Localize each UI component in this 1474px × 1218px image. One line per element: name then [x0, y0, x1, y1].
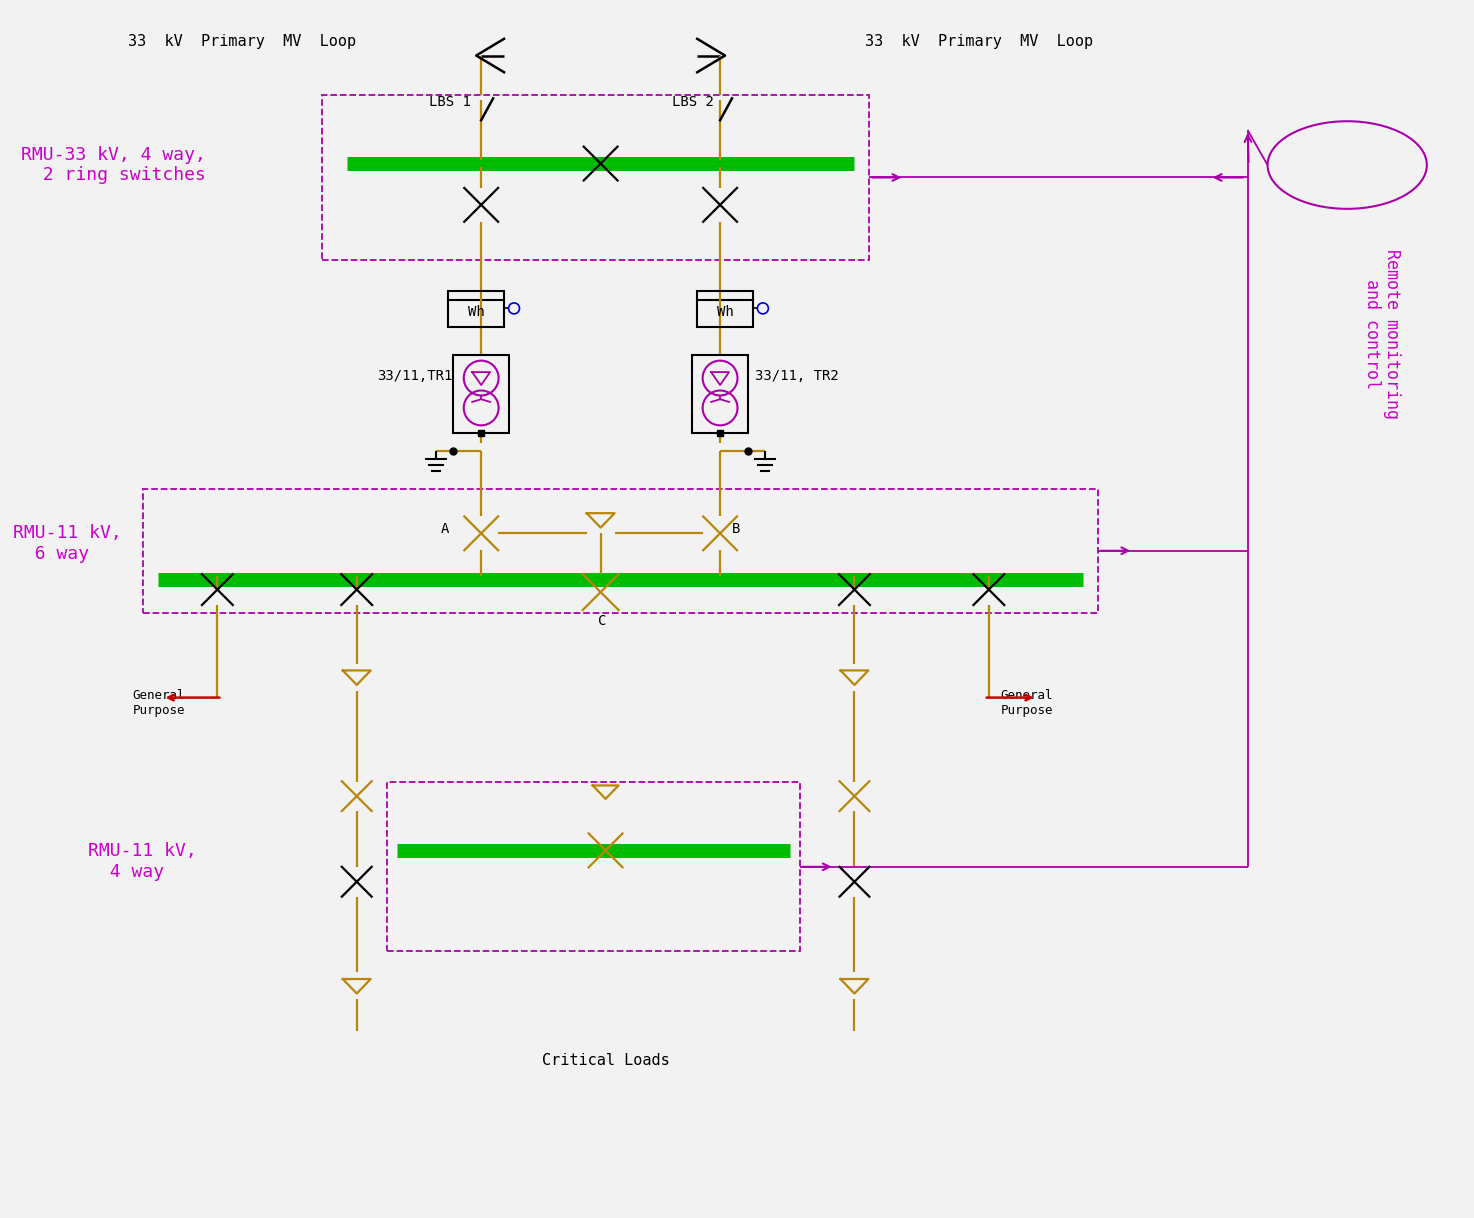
Text: A: A: [441, 523, 450, 536]
Text: Wh: Wh: [716, 306, 734, 319]
Bar: [454, 356, 509, 432]
Text: C: C: [598, 614, 607, 628]
Bar: [697, 291, 753, 328]
Text: Remote monitoring
and control: Remote monitoring and control: [1362, 250, 1402, 419]
Text: B: B: [733, 523, 740, 536]
Text: General
Purpose: General Purpose: [1001, 688, 1054, 716]
Ellipse shape: [1268, 122, 1427, 208]
Text: 33  kV  Primary  MV  Loop: 33 kV Primary MV Loop: [128, 34, 357, 49]
Text: Central
Control: Central Control: [1321, 151, 1374, 179]
Text: 33/11, TR2: 33/11, TR2: [755, 369, 839, 384]
Text: LBS 1: LBS 1: [429, 95, 472, 110]
Text: RMU-11 kV,
  6 way: RMU-11 kV, 6 way: [13, 524, 122, 563]
Bar: [693, 356, 747, 432]
Text: 33  kV  Primary  MV  Loop: 33 kV Primary MV Loop: [865, 34, 1092, 49]
Text: Critical Loads: Critical Loads: [542, 1054, 669, 1068]
Bar: [386, 782, 800, 951]
Text: Wh: Wh: [467, 306, 485, 319]
Text: LBS 2: LBS 2: [672, 95, 715, 110]
Text: RMU-33 kV, 4 way,
  2 ring switches: RMU-33 kV, 4 way, 2 ring switches: [21, 146, 206, 184]
Text: General
Purpose: General Purpose: [133, 688, 186, 716]
Text: 33/11,TR1: 33/11,TR1: [377, 369, 453, 384]
Bar: [448, 291, 504, 328]
Bar: [321, 95, 870, 259]
Bar: [143, 488, 1098, 613]
Text: RMU-11 kV,
  4 way: RMU-11 kV, 4 way: [88, 843, 196, 882]
